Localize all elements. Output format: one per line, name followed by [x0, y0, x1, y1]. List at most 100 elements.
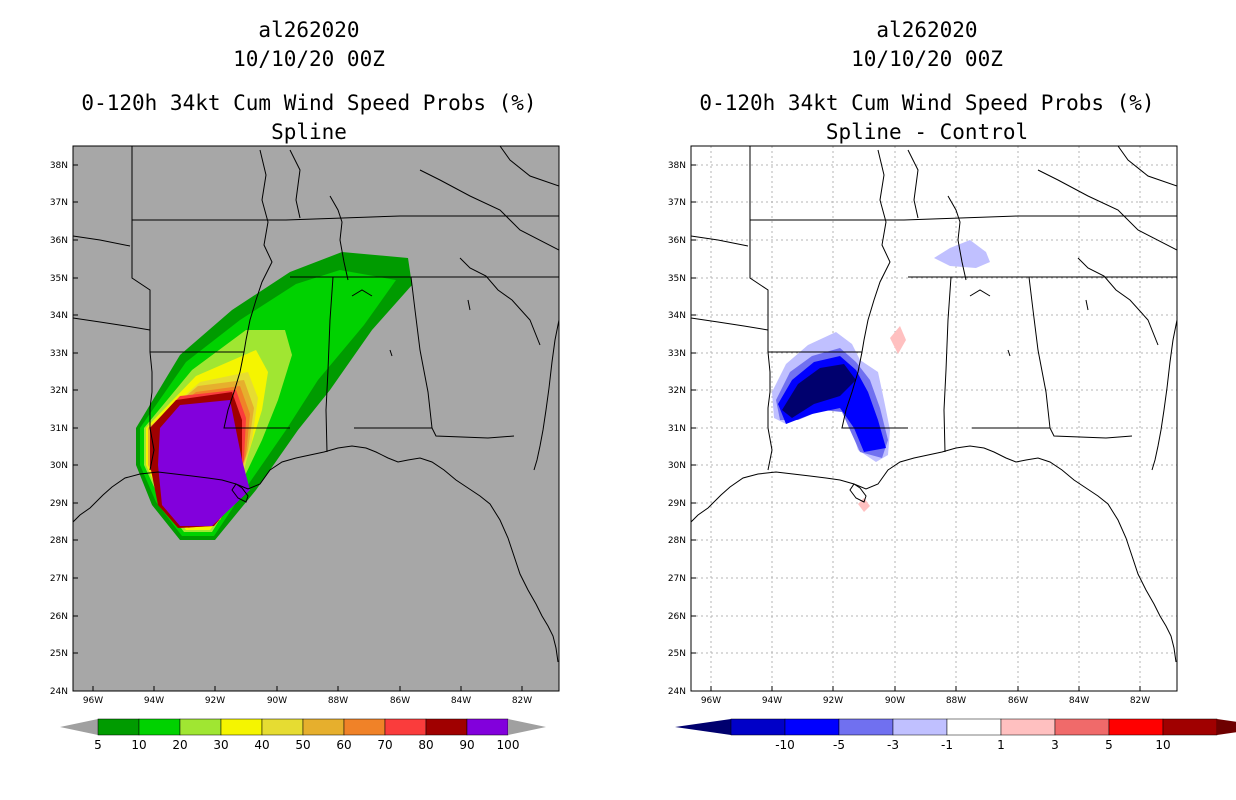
colorbar-label: 70 — [377, 738, 392, 752]
colorbar-swatch — [1054, 718, 1110, 736]
prob-90-contour — [158, 400, 250, 526]
lat-label: 32N — [668, 386, 686, 396]
right-map-background — [691, 146, 1177, 691]
left-subtitle: Spline — [271, 120, 347, 144]
right-map-panel: 38N 37N 36N 35N 34N 33N 32N 31N 30N 29N 28N 27N 26N 2… — [668, 145, 1236, 752]
colorbar-label: 40 — [254, 738, 269, 752]
left-lon-labels: 96W 94W 92W 90W 88W 86W 84W 82W — [83, 696, 532, 706]
lon-label: 92W — [205, 696, 225, 706]
colorbar-label: 30 — [213, 738, 228, 752]
colorbar-right-arrow — [508, 719, 546, 735]
lat-label: 37N — [50, 198, 68, 208]
lat-label: 28N — [668, 536, 686, 546]
colorbar-swatch — [1000, 718, 1056, 736]
colorbar-label: 1 — [997, 738, 1005, 752]
lat-label: 34N — [668, 311, 686, 321]
lat-label: 31N — [668, 424, 686, 434]
colorbar-swatch — [179, 718, 222, 736]
right-product: 0-120h 34kt Cum Wind Speed Probs (%) — [699, 91, 1155, 115]
lat-label: 34N — [50, 311, 68, 321]
lon-label: 84W — [451, 696, 471, 706]
lon-label: 94W — [762, 696, 782, 706]
left-map-frame — [72, 145, 560, 692]
lat-label: 25N — [668, 649, 686, 659]
colorbar-swatch — [946, 718, 1002, 736]
lat-label: 32N — [50, 386, 68, 396]
lat-label: 38N — [50, 161, 68, 171]
colorbar-label: 50 — [295, 738, 310, 752]
lon-label: 86W — [1008, 696, 1028, 706]
right-grid-lines — [691, 146, 1177, 691]
colorbar-label: 60 — [336, 738, 351, 752]
colorbar-swatch — [97, 718, 140, 736]
right-storm-id: al262020 — [876, 18, 978, 42]
colorbar-label: 5 — [1105, 738, 1113, 752]
colorbar-label: 10 — [131, 738, 146, 752]
left-panel-title: al262020 10/10/20 00Z 0-120h 34kt Cum Wi… — [9, 16, 609, 147]
colorbar-swatch — [838, 718, 894, 736]
right-map-frame — [690, 145, 1178, 692]
left-lat-labels: 38N 37N 36N 35N 34N 33N 32N 31N 30N 29N 28N 27N 26N 2… — [50, 161, 68, 697]
lon-label: 88W — [946, 696, 966, 706]
colorbar-label: -5 — [833, 738, 845, 752]
colorbar-label: 5 — [94, 738, 102, 752]
colorbar-swatch — [302, 718, 345, 736]
colorbar-swatch — [892, 718, 948, 736]
colorbar-left-arrow — [675, 719, 731, 735]
lat-label: 29N — [50, 499, 68, 509]
right-subtitle: Spline - Control — [825, 120, 1029, 144]
lat-label: 37N — [668, 198, 686, 208]
lat-label: 38N — [668, 161, 686, 171]
diff-minus10 — [782, 364, 856, 418]
lat-label: 30N — [668, 461, 686, 471]
lat-label: 28N — [50, 536, 68, 546]
lat-label: 36N — [50, 236, 68, 246]
lat-label: 31N — [50, 424, 68, 434]
lon-label: 84W — [1069, 696, 1089, 706]
colorbar-label: -10 — [775, 738, 795, 752]
lon-label: 88W — [328, 696, 348, 706]
colorbar-swatch — [784, 718, 840, 736]
colorbar-label: 90 — [459, 738, 474, 752]
lat-label: 24N — [668, 687, 686, 697]
lon-label: 90W — [885, 696, 905, 706]
colorbar-swatch — [730, 718, 786, 736]
lat-label: 25N — [50, 649, 68, 659]
colorbar-swatch — [384, 718, 427, 736]
colorbar-label: -3 — [887, 738, 899, 752]
colorbar-right-arrow — [1217, 719, 1236, 735]
lon-label: 82W — [512, 696, 532, 706]
lon-label: 96W — [701, 696, 721, 706]
lat-label: 35N — [50, 274, 68, 284]
diff-plus1-b — [858, 498, 870, 512]
right-lat-labels: 38N 37N 36N 35N 34N 33N 32N 31N 30N 29N 28N 27N 26N 2… — [668, 161, 686, 697]
left-probability-field — [136, 252, 412, 540]
lat-label: 26N — [50, 612, 68, 622]
diff-plus1-a — [890, 326, 906, 354]
right-colorbar: -10 -5 -3 -1 1 3 5 10 — [675, 718, 1236, 752]
lat-label: 33N — [668, 349, 686, 359]
diff-minus1-north — [934, 240, 990, 268]
colorbar-label: -1 — [941, 738, 953, 752]
lat-label: 30N — [50, 461, 68, 471]
lat-label: 24N — [50, 687, 68, 697]
colorbar-swatch — [261, 718, 304, 736]
lat-label: 33N — [50, 349, 68, 359]
lat-label: 36N — [668, 236, 686, 246]
left-map-panel: 38N 37N 36N 35N 34N 33N 32N 31N 30N 29N 28N 27N 26N 2… — [50, 145, 560, 752]
left-datetime: 10/10/20 00Z — [233, 47, 385, 71]
colorbar-label: 3 — [1051, 738, 1059, 752]
lat-label: 27N — [668, 574, 686, 584]
colorbar-swatch — [138, 718, 181, 736]
left-colorbar: 5 10 20 30 40 50 60 70 80 90 100 — [60, 718, 546, 752]
colorbar-left-arrow — [60, 719, 98, 735]
right-datetime: 10/10/20 00Z — [851, 47, 1003, 71]
right-lon-labels: 96W 94W 92W 90W 88W 86W 84W 82W — [701, 696, 1150, 706]
lon-label: 90W — [267, 696, 287, 706]
colorbar-swatch — [425, 718, 468, 736]
colorbar-swatch — [466, 718, 509, 736]
lat-label: 26N — [668, 612, 686, 622]
colorbar-swatch — [1162, 718, 1218, 736]
right-panel-title: al262020 10/10/20 00Z 0-120h 34kt Cum Wi… — [627, 16, 1227, 147]
